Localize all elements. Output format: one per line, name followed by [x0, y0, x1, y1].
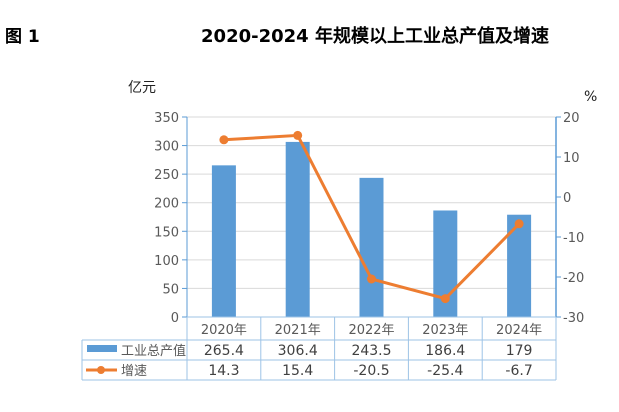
legend-bar-swatch: [87, 345, 117, 352]
y-left-tick-label: 150: [154, 225, 179, 240]
category-label: 2021年: [275, 323, 321, 338]
category-label: 2024年: [496, 323, 542, 338]
y-left-tick-label: 350: [154, 111, 179, 126]
line-value-label: -6.7: [505, 363, 532, 379]
category-label: 2022年: [348, 323, 394, 338]
bar: [359, 177, 384, 317]
line-value-label: 14.3: [208, 363, 239, 379]
growth-point: [367, 274, 376, 284]
line-value-label: -25.4: [427, 363, 463, 379]
bar-value-label: 243.5: [351, 343, 391, 359]
bar-value-label: 306.4: [278, 343, 318, 359]
bar: [507, 214, 532, 317]
line-value-label: 15.4: [282, 363, 313, 379]
y-right-tick-label: -30: [563, 311, 584, 326]
growth-point: [293, 130, 303, 140]
y-right-label: %: [584, 89, 597, 105]
y-left-label: 亿元: [128, 80, 156, 96]
chart-title: 2020-2024 年规模以上工业总产值及增速: [201, 25, 549, 47]
y-left-tick-label: 250: [154, 168, 179, 183]
legend-line-label: 增速: [121, 364, 147, 379]
growth-point: [219, 135, 229, 145]
y-left-tick-label: 100: [154, 254, 179, 269]
legend-bar-label: 工业总产值: [121, 343, 186, 359]
y-left-tick-label: 300: [154, 140, 179, 155]
bar-value-label: 179: [506, 343, 533, 359]
line-value-label: -20.5: [353, 363, 389, 379]
y-right-tick-label: 0: [563, 191, 571, 206]
y-right-tick-label: 10: [563, 151, 580, 166]
bar-value-label: 186.4: [425, 343, 465, 359]
y-right-tick-label: -20: [563, 271, 584, 286]
growth-point: [514, 219, 524, 229]
y-right-tick-label: 20: [563, 111, 580, 126]
y-right-tick-label: -10: [563, 231, 584, 246]
bar-value-label: 265.4: [204, 343, 244, 359]
bar: [211, 165, 236, 317]
y-left-tick-label: 200: [154, 197, 179, 212]
figure-label: 图 1: [5, 27, 40, 47]
growth-point: [440, 294, 450, 304]
category-label: 2023年: [422, 323, 468, 338]
y-left-tick-label: 0: [171, 311, 179, 326]
category-label: 2020年: [201, 323, 247, 338]
legend-line-marker: [97, 366, 105, 374]
bar: [285, 141, 310, 317]
y-left-tick-label: 50: [162, 282, 179, 297]
